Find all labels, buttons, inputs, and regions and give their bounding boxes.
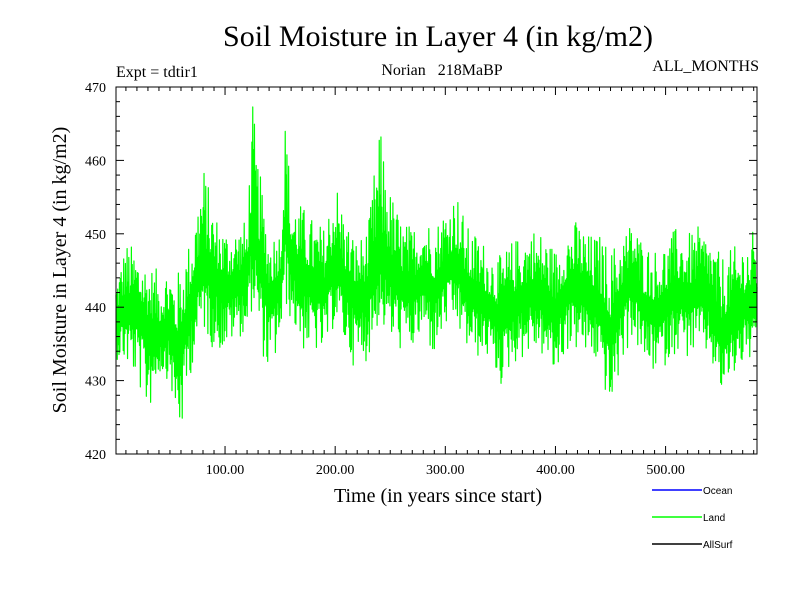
x-tick-label: 200.00 xyxy=(316,463,355,478)
y-tick-label: 440 xyxy=(85,301,106,316)
legend-label-land: Land xyxy=(703,513,725,524)
y-tick-label: 430 xyxy=(85,375,106,390)
axis-layer: 100.00 200.00 300.00 400.00 500.00 420 430 440 4… xyxy=(85,81,757,478)
experiment-label: Expt = tdtir1 xyxy=(116,64,198,81)
y-tick-label: 420 xyxy=(85,448,106,463)
x-axis-label: Time (in years since start) xyxy=(334,485,542,507)
y-tick-label: 450 xyxy=(85,228,106,243)
y-tick-label: 460 xyxy=(85,154,106,169)
y-tick-label: 470 xyxy=(85,81,106,96)
x-tick-label: 400.00 xyxy=(536,463,575,478)
series-line-land xyxy=(115,106,758,419)
period-label: Norian 218MaBP xyxy=(381,62,502,79)
x-tick-label: 500.00 xyxy=(646,463,685,478)
x-tick-label: 300.00 xyxy=(426,463,465,478)
legend-label-allsurf: AllSurf xyxy=(703,540,733,551)
legend-label-ocean: Ocean xyxy=(703,486,732,497)
months-label: ALL_MONTHS xyxy=(652,58,759,75)
series-layer xyxy=(115,106,758,419)
x-tick-label: 100.00 xyxy=(206,463,245,478)
y-axis-label: Soil Moisture in Layer 4 (in kg/m2) xyxy=(49,127,71,414)
chart-title: Soil Moisture in Layer 4 (in kg/m2) xyxy=(223,20,653,53)
legend: Ocean Land AllSurf xyxy=(652,486,733,551)
plot-frame xyxy=(115,86,758,455)
